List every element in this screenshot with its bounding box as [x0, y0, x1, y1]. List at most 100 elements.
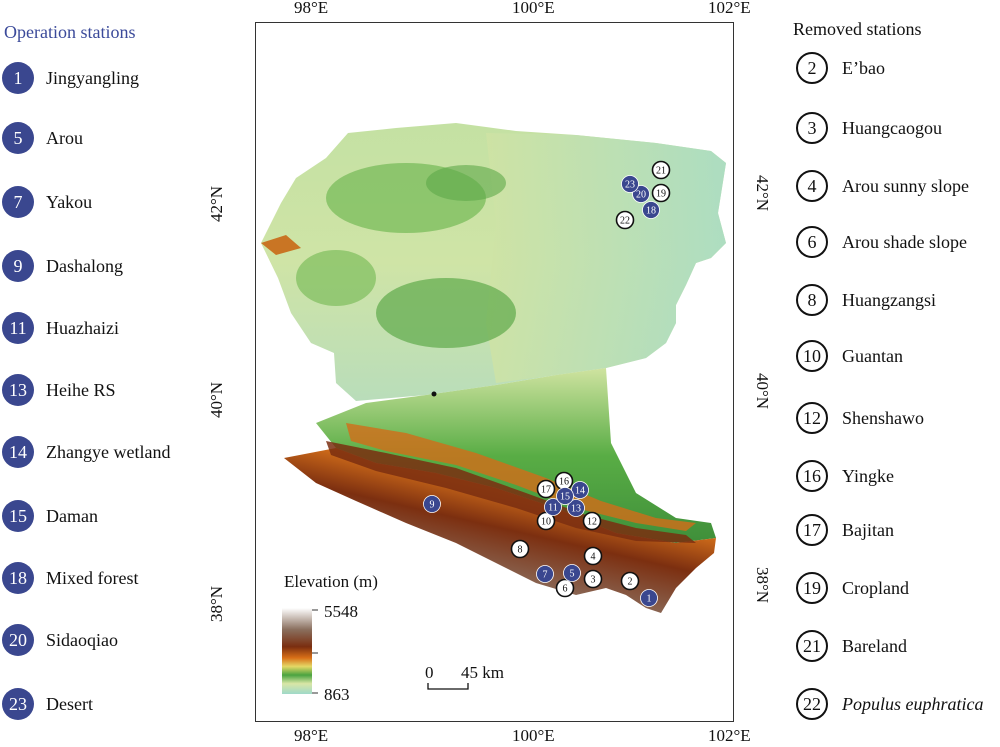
- map-marker-label: 18: [646, 206, 656, 217]
- map-marker-label: 9: [430, 500, 435, 511]
- removed-station-name: E’bao: [842, 57, 885, 78]
- map-marker-label: 19: [656, 189, 666, 200]
- map-marker-label: 14: [575, 486, 585, 497]
- map-station-marker: 16: [554, 471, 574, 491]
- removed-station-item: 8 Huangzangsi: [796, 284, 936, 316]
- removed-station-badge: 22: [796, 688, 828, 720]
- operation-station-badge: 14: [2, 436, 34, 468]
- right-tick-40n: 40°N: [753, 373, 772, 410]
- operation-station-item: 15 Daman: [2, 500, 98, 532]
- map-station-marker: 12: [582, 511, 602, 531]
- operation-station-badge: 9: [2, 250, 34, 282]
- operation-stations-title: Operation stations: [4, 22, 136, 42]
- map-marker-circle: [620, 571, 640, 591]
- map-marker-circle: [536, 479, 556, 499]
- map-marker-label: 7: [543, 570, 548, 581]
- mountain-slope-orange: [346, 423, 696, 531]
- removed-station-badge: 17: [796, 514, 828, 546]
- operation-station-name: Huazhaizi: [46, 317, 119, 338]
- map-station-marker: 6: [555, 578, 575, 598]
- map-marker-circle: [583, 546, 603, 566]
- map-marker-circle: [615, 210, 635, 230]
- map-marker-label: 4: [591, 552, 596, 563]
- removed-station-name: Guantan: [842, 345, 903, 366]
- removed-station-badge: 2: [796, 52, 828, 84]
- map-marker-circle: [651, 183, 671, 203]
- map-marker-label: 20: [636, 190, 646, 201]
- bottom-tick-102e: 102°E: [708, 726, 751, 745]
- removed-station-name: Shenshawo: [842, 407, 924, 428]
- map-station-marker: 22: [615, 210, 635, 230]
- operation-station-name: Heihe RS: [46, 379, 116, 400]
- mountain-ridge-dark: [326, 441, 696, 543]
- operation-station-name: Sidaoqiao: [46, 629, 118, 650]
- map-marker-circle: [556, 487, 574, 505]
- map-marker-circle: [536, 511, 556, 531]
- map-marker-label: 5: [570, 569, 575, 580]
- map-station-marker: 1: [640, 589, 658, 607]
- removed-station-item: 10 Guantan: [796, 340, 903, 372]
- legend-max: 5548: [324, 602, 358, 621]
- map-marker-circle: [536, 565, 554, 583]
- right-tick-42n: 42°N: [753, 175, 772, 212]
- map-station-marker: 3: [583, 569, 603, 589]
- map-marker-circle: [563, 564, 581, 582]
- map-marker-label: 12: [587, 517, 597, 528]
- removed-station-item: 21 Bareland: [796, 630, 907, 662]
- map-station-marker: 13: [567, 499, 585, 517]
- map-marker-circle: [567, 499, 585, 517]
- removed-station-badge: 8: [796, 284, 828, 316]
- removed-station-name: Huangzangsi: [842, 289, 936, 310]
- operation-station-item: 14 Zhangye wetland: [2, 436, 170, 468]
- operation-station-badge: 11: [2, 312, 34, 344]
- removed-station-item: 22 Populus euphratica: [796, 688, 984, 720]
- city-dot: [431, 391, 437, 397]
- removed-station-badge: 16: [796, 460, 828, 492]
- western-hills-3: [296, 250, 376, 306]
- western-tip-ridge: [261, 235, 301, 255]
- removed-station-name: Arou sunny slope: [842, 175, 969, 196]
- operation-station-name: Zhangye wetland: [46, 441, 171, 462]
- removed-station-item: 12 Shenshawo: [796, 402, 924, 434]
- operation-station-name: Yakou: [46, 191, 93, 212]
- removed-station-item: 4 Arou sunny slope: [796, 170, 969, 202]
- western-hills-2: [376, 278, 516, 348]
- removed-station-name: Arou shade slope: [842, 231, 967, 252]
- operation-station-badge: 7: [2, 186, 34, 218]
- removed-station-item: 17 Bajitan: [796, 514, 894, 546]
- map-marker-label: 3: [591, 575, 596, 586]
- map-marker-label: 23: [625, 180, 635, 191]
- map-station-marker: 23: [621, 175, 639, 193]
- operation-station-badge: 20: [2, 624, 34, 656]
- removed-station-item: 6 Arou shade slope: [796, 226, 967, 258]
- map-station-marker: 9: [423, 495, 441, 513]
- removed-station-item: 19 Cropland: [796, 572, 909, 604]
- removed-station-badge: 21: [796, 630, 828, 662]
- operation-station-name: Dashalong: [46, 255, 123, 276]
- right-tick-38n: 38°N: [753, 567, 772, 604]
- legend-color-ramp: [282, 608, 312, 694]
- map-marker-label: 8: [518, 545, 523, 556]
- removed-station-item: 16 Yingke: [796, 460, 894, 492]
- legend-title: Elevation (m): [284, 572, 378, 591]
- map-marker-circle: [642, 201, 660, 219]
- left-tick-38n: 38°N: [207, 585, 226, 622]
- map-marker-label: 6: [563, 584, 568, 595]
- map-station-marker: 4: [583, 546, 603, 566]
- map-marker-circle: [583, 569, 603, 589]
- operation-station-item: 5 Arou: [2, 122, 83, 154]
- removed-station-name: Cropland: [842, 577, 909, 598]
- operation-station-badge: 1: [2, 62, 34, 94]
- map-marker-label: 17: [541, 485, 551, 496]
- map-station-marker: 14: [571, 481, 589, 499]
- operation-station-badge: 18: [2, 562, 34, 594]
- map-marker-label: 11: [548, 503, 558, 514]
- map-marker-circle: [510, 539, 530, 559]
- legend-min: 863: [324, 685, 350, 704]
- map-marker-label: 16: [559, 477, 569, 488]
- removed-station-badge: 12: [796, 402, 828, 434]
- removed-stations-title: Removed stations: [793, 19, 922, 39]
- operation-station-badge: 23: [2, 688, 34, 720]
- map-station-marker: 21: [651, 160, 671, 180]
